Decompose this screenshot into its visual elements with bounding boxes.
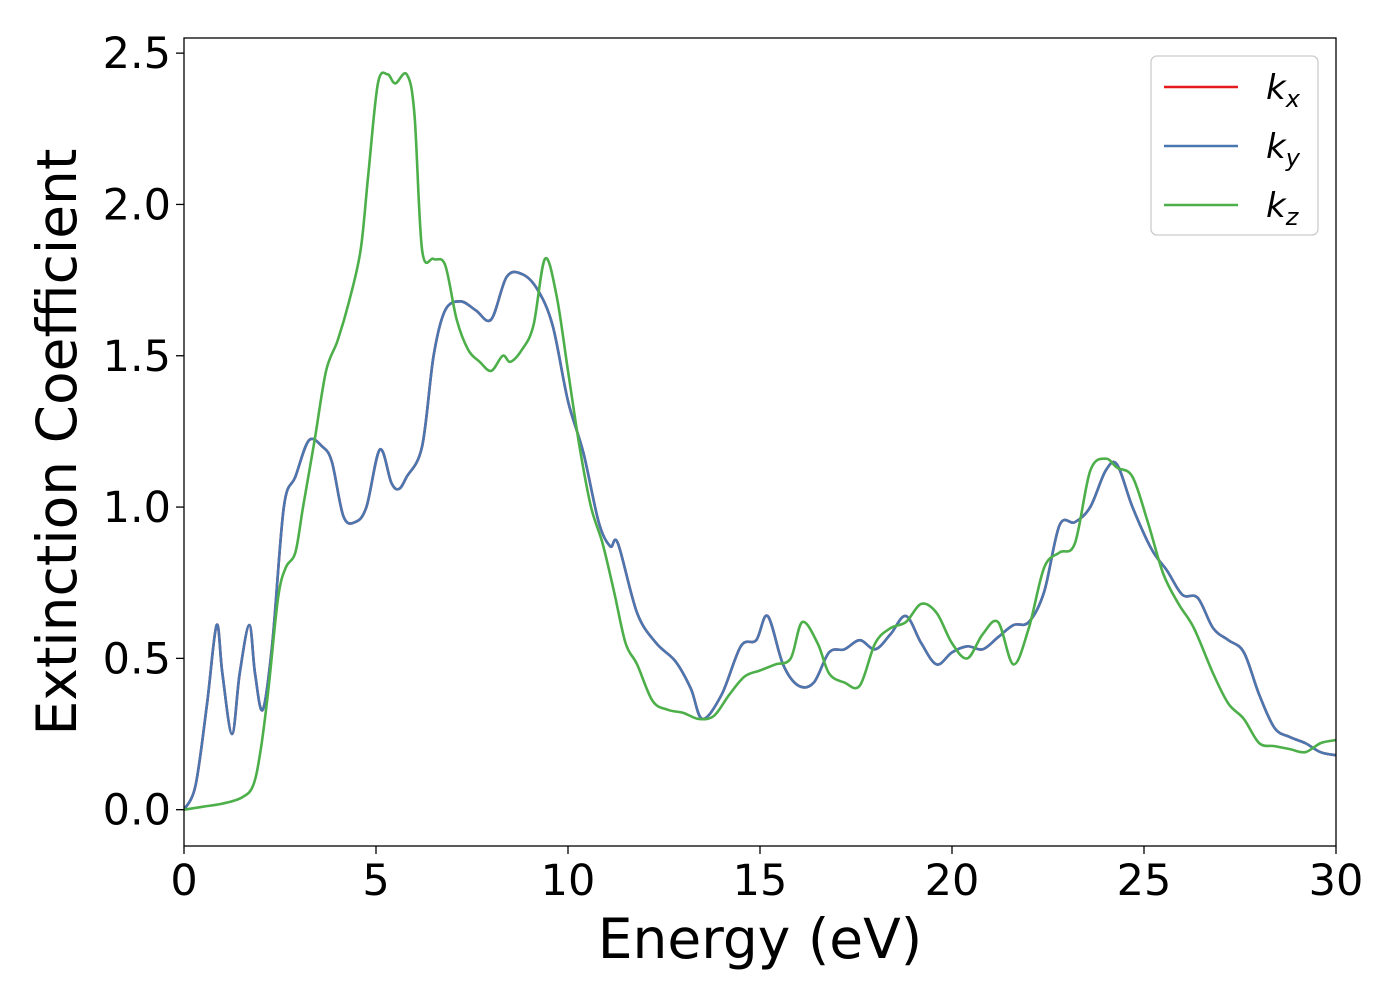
series-layer: [184, 71, 1336, 811]
y-tick-label: 1.0: [103, 483, 171, 533]
legend-label-z: kz: [1266, 186, 1300, 231]
y-axis-label: Extinction Coefficient: [25, 149, 89, 736]
legend: kx ky kz: [1150, 55, 1319, 236]
x-tick-label: 5: [362, 856, 389, 906]
y-tick-label: 1.5: [103, 332, 171, 382]
x-tick-label: 0: [170, 856, 197, 906]
x-axis-label: Energy (eV): [598, 907, 922, 971]
x-tick-label: 25: [1117, 856, 1172, 906]
legend-label-x: kx: [1266, 68, 1301, 113]
x-tick-label: 15: [733, 856, 788, 906]
x-tick-label: 30: [1309, 856, 1364, 906]
y-tick-label: 0.0: [103, 786, 171, 836]
y-axis: 0.0 0.5 1.0 1.5 2.0 2.5: [103, 29, 184, 836]
x-tick-label: 10: [541, 856, 596, 906]
y-tick-label: 0.5: [103, 634, 171, 684]
x-tick-label: 20: [925, 856, 980, 906]
y-tick-label: 2.0: [103, 180, 171, 230]
x-axis: 0 5 10 15 20 25 30: [170, 846, 1363, 906]
series-line-z: [184, 71, 1336, 811]
legend-label-y: ky: [1266, 127, 1301, 172]
y-tick-label: 2.5: [103, 29, 171, 79]
series-line-y: [184, 270, 1336, 811]
